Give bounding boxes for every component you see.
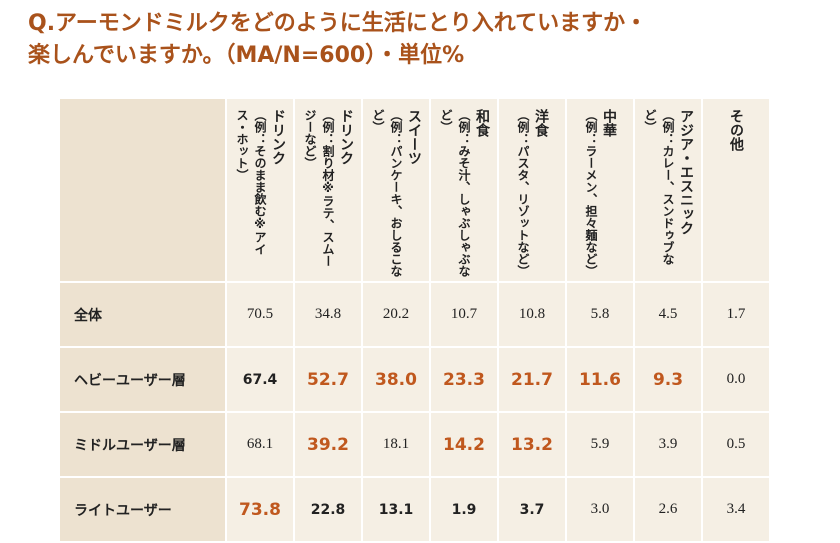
cell: 1.9	[429, 476, 499, 543]
row-label: ミドルユーザー層	[58, 411, 227, 478]
table-row: ミドルユーザー層 68.1 39.2 18.1 14.2 13.2 5.9 3.9 0.5	[58, 411, 771, 478]
column-header: その他	[701, 97, 771, 283]
table-row: 全体 70.5 34.8 20.2 10.7 10.8 5.8 4.5 1.7	[58, 281, 771, 348]
vertical-header: 中華 （例：ラーメン、担々麺など）	[582, 109, 618, 277]
column-note: （例：そのまま飲む※アイス・ホット）	[235, 109, 267, 255]
cell: 10.8	[497, 281, 567, 348]
cell: 13.1	[361, 476, 431, 543]
cell: 21.7	[497, 346, 567, 413]
cell: 3.0	[565, 476, 635, 543]
column-label: その他	[728, 109, 744, 151]
column-label: スイーツ	[406, 109, 422, 165]
row-label: 全体	[58, 281, 227, 348]
table: ドリンク （例：そのまま飲む※アイス・ホット） ドリンク （例：割り材※ラテ、スムージ…	[58, 97, 771, 543]
cell: 1.7	[701, 281, 771, 348]
vertical-header: 洋食 （例：パスタ、リゾットなど）	[514, 109, 550, 277]
cell: 68.1	[225, 411, 295, 478]
vertical-header: その他	[727, 109, 745, 151]
column-header: 洋食 （例：パスタ、リゾットなど）	[497, 97, 567, 283]
cell: 14.2	[429, 411, 499, 478]
cell: 2.6	[633, 476, 703, 543]
row-label: ライトユーザー	[58, 476, 227, 543]
cell: 0.5	[701, 411, 771, 478]
cell: 11.6	[565, 346, 635, 413]
column-header: 中華 （例：ラーメン、担々麺など）	[565, 97, 635, 283]
column-label: 和食	[474, 109, 490, 137]
cell: 52.7	[293, 346, 363, 413]
cell: 70.5	[225, 281, 295, 348]
column-note: （例：割り材※ラテ、スムージーなど）	[303, 109, 335, 267]
column-label: 中華	[601, 109, 617, 137]
cell: 3.4	[701, 476, 771, 543]
column-label: 洋食	[533, 109, 549, 137]
page: Q.アーモンドミルクをどのように生活にとり入れていますか・ 楽しんでいますか。（M…	[28, 8, 771, 543]
column-note: （例：みそ汁、しゃぶしゃぶなど）	[439, 109, 471, 277]
cell: 5.9	[565, 411, 635, 478]
vertical-header: スイーツ （例：パンケーキ、おしるこなど）	[369, 109, 423, 277]
column-note: （例：ラーメン、担々麺など）	[584, 109, 598, 277]
cell: 67.4	[225, 346, 295, 413]
corner-cell	[58, 97, 227, 283]
row-label: ヘビーユーザー層	[58, 346, 227, 413]
column-header: ドリンク （例：割り材※ラテ、スムージーなど）	[293, 97, 363, 283]
column-label: アジア・エスニック	[678, 109, 694, 235]
cell: 5.8	[565, 281, 635, 348]
cell: 73.8	[225, 476, 295, 543]
cell: 10.7	[429, 281, 499, 348]
column-label: ドリンク	[270, 109, 286, 165]
cell: 22.8	[293, 476, 363, 543]
cell: 3.7	[497, 476, 567, 543]
column-header: 和食 （例：みそ汁、しゃぶしゃぶなど）	[429, 97, 499, 283]
cell: 23.3	[429, 346, 499, 413]
cell: 4.5	[633, 281, 703, 348]
column-note: （例：パスタ、リゾットなど）	[516, 109, 530, 277]
column-label: ドリンク	[338, 109, 354, 165]
table-row: ライトユーザー 73.8 22.8 13.1 1.9 3.7 3.0 2.6 3.4	[58, 476, 771, 543]
cell: 0.0	[701, 346, 771, 413]
title: Q.アーモンドミルクをどのように生活にとり入れていますか・ 楽しんでいますか。（M…	[28, 8, 647, 72]
column-header: スイーツ （例：パンケーキ、おしるこなど）	[361, 97, 431, 283]
vertical-header: ドリンク （例：そのまま飲む※アイス・ホット）	[233, 109, 287, 277]
cell: 20.2	[361, 281, 431, 348]
cell: 3.9	[633, 411, 703, 478]
column-note: （例：パンケーキ、おしるこなど）	[371, 109, 403, 277]
column-header: アジア・エスニック （例：カレー、スンドゥブなど）	[633, 97, 703, 283]
vertical-header: ドリンク （例：割り材※ラテ、スムージーなど）	[301, 109, 355, 277]
title-line: Q.アーモンドミルクをどのように生活にとり入れていますか・	[28, 11, 648, 36]
cell: 34.8	[293, 281, 363, 348]
title-line: 楽しんでいますか。（MA/N=600）・単位%	[28, 43, 465, 68]
table-row: ヘビーユーザー層 67.4 52.7 38.0 23.3 21.7 11.6 9.3 0.0	[58, 346, 771, 413]
cell: 9.3	[633, 346, 703, 413]
vertical-header: 和食 （例：みそ汁、しゃぶしゃぶなど）	[437, 109, 491, 277]
cell: 13.2	[497, 411, 567, 478]
vertical-header: アジア・エスニック （例：カレー、スンドゥブなど）	[641, 109, 695, 277]
cell: 39.2	[293, 411, 363, 478]
column-note: （例：カレー、スンドゥブなど）	[643, 109, 675, 265]
column-header: ドリンク （例：そのまま飲む※アイス・ホット）	[225, 97, 295, 283]
cell: 18.1	[361, 411, 431, 478]
cell: 38.0	[361, 346, 431, 413]
header-row: ドリンク （例：そのまま飲む※アイス・ホット） ドリンク （例：割り材※ラテ、スムージ…	[58, 97, 771, 283]
